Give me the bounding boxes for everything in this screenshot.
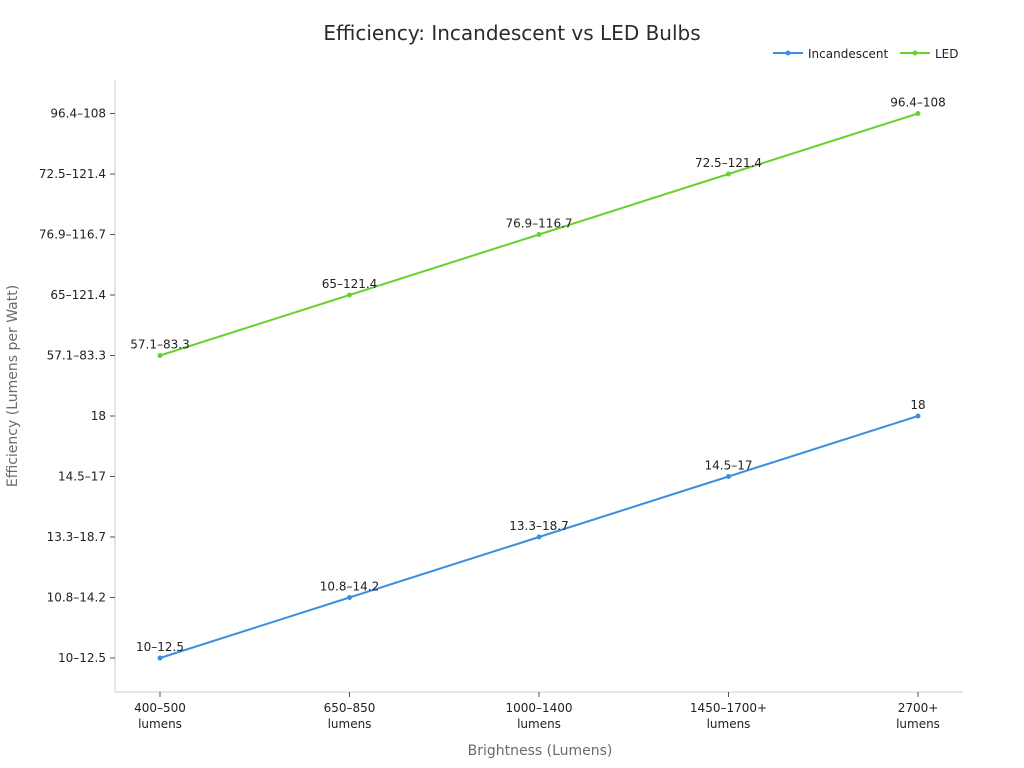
data-point-incandescent	[157, 655, 163, 661]
data-point-incandescent	[726, 474, 731, 479]
legend-marker-incandescent	[785, 50, 791, 56]
data-label-led: 76.9–116.7	[505, 217, 572, 231]
data-label-led: 65–121.4	[322, 277, 378, 291]
data-point-led	[536, 232, 542, 237]
legend-label-incandescent: Incandescent	[808, 47, 889, 61]
series-layer: 10–12.5 10.8–14.2 13.3–18.7 14.5–17 18 57.1–8…	[130, 96, 946, 661]
x-tick-label: 2700+ lumens	[896, 701, 940, 731]
data-label-led: 96.4–108	[890, 96, 946, 110]
x-tick-label: 650–850 lumens	[324, 701, 376, 731]
legend-marker-led	[912, 50, 918, 56]
x-tick-label: 1000–1400 lumens	[505, 701, 572, 731]
legend-item-incandescent[interactable]: Incandescent	[773, 47, 889, 61]
y-axis-title: Efficiency (Lumens per Watt)	[5, 285, 21, 487]
data-label-incandescent: 10–12.5	[136, 640, 184, 654]
chart-title: Efficiency: Incandescent vs LED Bulbs	[323, 21, 700, 45]
legend: Incandescent LED	[773, 47, 959, 61]
x-tick-label: 400–500 lumens	[134, 701, 186, 731]
y-tick-label: 96.4–108	[50, 107, 106, 121]
data-point-led	[157, 353, 163, 358]
data-point-led	[915, 111, 921, 116]
data-point-led	[347, 292, 352, 298]
x-axis-ticks: 400–500 lumens 650–850 lumens 1000–1400 lumen…	[134, 692, 940, 731]
y-tick-label: 72.5–121.4	[39, 167, 106, 181]
y-tick-label: 76.9–116.7	[39, 228, 106, 242]
y-tick-label: 14.5–17	[58, 470, 106, 484]
data-point-incandescent	[536, 534, 542, 540]
data-point-incandescent	[915, 413, 921, 419]
x-axis-title: Brightness (Lumens)	[468, 743, 613, 759]
data-label-incandescent: 10.8–14.2	[320, 580, 379, 594]
y-tick-label: 18	[91, 409, 106, 423]
legend-label-led: LED	[935, 47, 959, 61]
y-tick-label: 10.8–14.2	[47, 591, 106, 605]
data-label-incandescent: 18	[910, 398, 925, 412]
y-axis-ticks: 10–12.5 10.8–14.2 13.3–18.7 14.5–17 18 57.1–8…	[39, 107, 115, 665]
data-label-led: 57.1–83.3	[130, 338, 189, 352]
data-label-incandescent: 14.5–17	[705, 459, 753, 473]
y-tick-label: 13.3–18.7	[47, 530, 106, 544]
y-tick-label: 57.1–83.3	[47, 349, 106, 363]
data-point-led	[726, 171, 731, 177]
y-tick-label: 65–121.4	[50, 288, 106, 302]
data-label-led: 72.5–121.4	[695, 156, 762, 170]
data-point-incandescent	[347, 595, 352, 600]
legend-item-led[interactable]: LED	[900, 47, 959, 61]
x-tick-label: 1450–1700+ lumens	[690, 701, 767, 731]
data-label-incandescent: 13.3–18.7	[509, 519, 568, 533]
y-tick-label: 10–12.5	[58, 651, 106, 665]
